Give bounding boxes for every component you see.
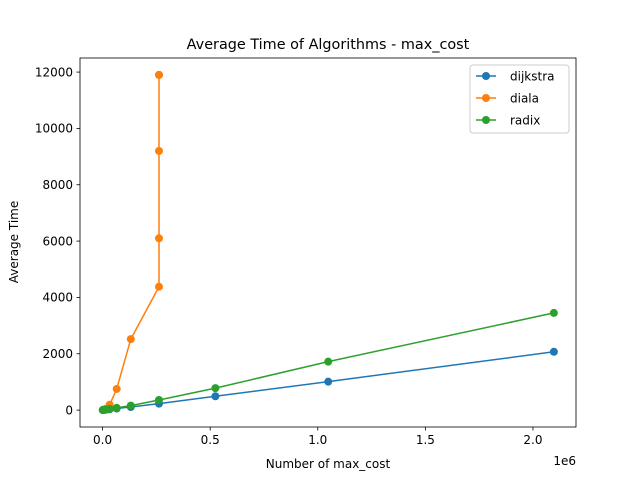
data-point-dijkstra (549, 347, 558, 356)
y-tick-label: 12000 (35, 65, 73, 79)
legend: dijkstra diala radix (469, 64, 570, 134)
x-axis: 0.0 0.5 1.0 1.5 2.0 (93, 427, 543, 447)
data-point-diala (155, 234, 163, 243)
x-axis-label: Number of max_cost (266, 457, 391, 471)
data-point-radix (155, 395, 163, 404)
x-tick-label: 1.5 (416, 433, 435, 447)
chart-title: Average Time of Algorithms - max_cost (187, 37, 470, 53)
x-tick-label: 2.0 (523, 433, 542, 447)
legend-label-dijkstra: dijkstra (510, 69, 554, 83)
y-tick-label: 2000 (42, 347, 73, 361)
x-tick-label: 0.0 (93, 433, 112, 447)
data-point-diala (112, 384, 121, 393)
data-point-dijkstra (324, 377, 333, 386)
legend-marker-diala (482, 94, 490, 102)
data-point-diala (155, 282, 163, 291)
x-tick-label: 0.5 (201, 433, 220, 447)
data-point-diala (126, 335, 135, 344)
legend-label-diala: diala (510, 91, 539, 105)
x-tick-label: 1.0 (308, 433, 327, 447)
x-axis-offset-label: 1e6 (553, 454, 576, 468)
data-point-diala (155, 70, 163, 79)
data-point-diala (155, 146, 163, 155)
data-point-radix (211, 384, 220, 393)
legend-label-radix: radix (510, 113, 540, 127)
plot-area (98, 70, 558, 415)
y-tick-label: 0 (65, 403, 73, 417)
y-tick-label: 8000 (42, 178, 73, 192)
axes-frame (79, 57, 577, 428)
legend-box (469, 64, 570, 134)
y-tick-label: 10000 (35, 122, 73, 136)
data-point-radix (112, 403, 121, 412)
y-tick-label: 6000 (42, 234, 73, 248)
data-point-radix (126, 401, 135, 410)
data-point-dijkstra (211, 392, 220, 401)
legend-marker-dijkstra (482, 72, 490, 80)
y-tick-label: 4000 (42, 291, 73, 305)
data-point-radix (105, 404, 114, 413)
y-axis: 0 2000 4000 6000 8000 10000 12000 (35, 65, 80, 417)
y-axis-label: Average Time (7, 201, 21, 283)
data-point-radix (324, 357, 333, 366)
legend-marker-radix (482, 116, 490, 124)
data-point-radix (549, 308, 558, 317)
